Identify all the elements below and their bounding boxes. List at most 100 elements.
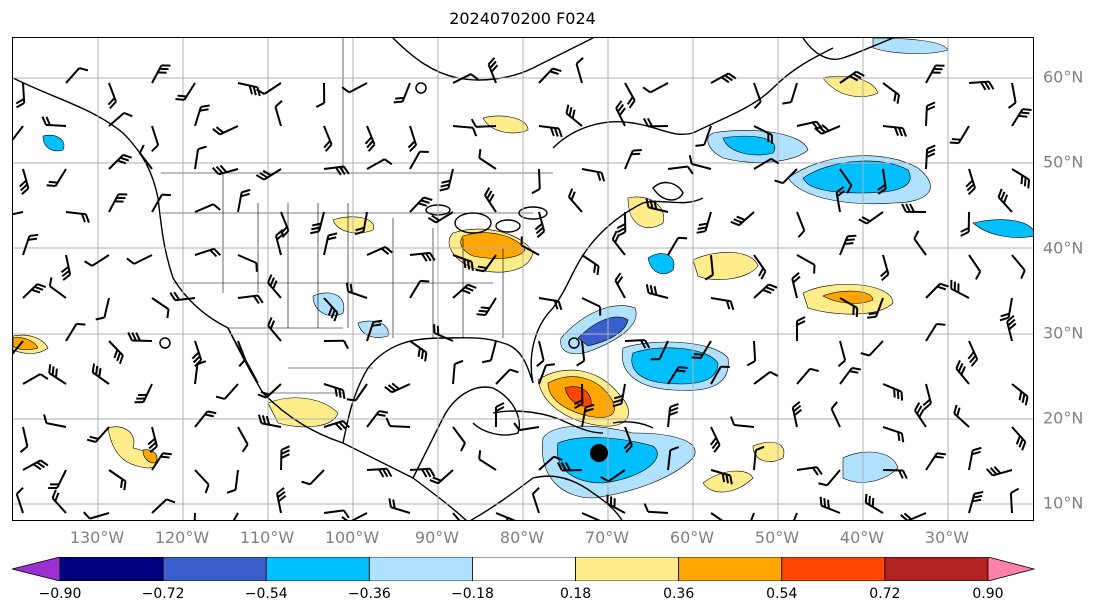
wind-barb [1011, 168, 1031, 189]
wind-barb [346, 383, 368, 402]
wind-barb [581, 168, 606, 182]
wind-barb [194, 247, 222, 258]
wind-barb [882, 82, 901, 104]
wind-barb [882, 426, 905, 443]
wind-barb [925, 144, 936, 170]
wind-barb [301, 469, 325, 486]
wind-barb [556, 461, 583, 472]
wind-barb [147, 426, 158, 453]
wind-barb [134, 383, 153, 404]
wind-barb [642, 117, 669, 128]
wind-barb [151, 193, 171, 213]
wind-barb [967, 340, 979, 367]
wind-barb [531, 486, 540, 514]
wind-barb [1009, 487, 1020, 514]
wind-barb [667, 165, 694, 175]
figure-title: 2024070200 F024 [449, 9, 596, 28]
wind-barb [867, 297, 884, 319]
lat-label-30n: 30°N [1043, 323, 1084, 343]
graticule [13, 38, 1033, 520]
lon-label-30w: 30°W [924, 528, 970, 547]
wind-barb [388, 498, 411, 514]
wind-barb [624, 149, 642, 170]
wind-barb [753, 125, 773, 144]
wind-barb [837, 340, 847, 367]
wind-barb [22, 283, 47, 299]
wind-barb [796, 367, 819, 385]
wind-barb [788, 512, 798, 520]
wind-barb [257, 414, 282, 428]
map-panel [12, 37, 1034, 521]
wind-barb [1007, 82, 1017, 109]
wind-barb [409, 150, 429, 170]
wind-barb [925, 101, 936, 127]
wind-barb [274, 229, 285, 256]
wind-barb [538, 67, 562, 84]
wind-barb [901, 203, 927, 213]
wind-barb [880, 254, 890, 282]
wind-barb [393, 82, 411, 104]
wind-barb [495, 368, 519, 385]
lon-label-110w: 110°W [239, 528, 295, 547]
wind-barb [667, 236, 688, 256]
wind-barb [48, 277, 67, 299]
wind-barb [15, 486, 24, 514]
wind-barb [323, 420, 351, 431]
colorbar-tick-label: −0.72 [141, 586, 185, 602]
wind-barb [366, 467, 393, 478]
wind-barb [704, 254, 714, 281]
wind-barb [22, 373, 49, 385]
wind-barb [65, 322, 86, 342]
lon-label-40w: 40°W [839, 528, 885, 547]
wind-barb [953, 404, 970, 428]
wind-barb [1011, 108, 1032, 127]
wind-barb [791, 272, 801, 299]
lat-label-20n: 20°N [1043, 408, 1084, 428]
wind-barb [323, 383, 346, 400]
wind-barb [667, 446, 680, 471]
wind-barb [774, 168, 798, 185]
wind-barb [538, 125, 563, 138]
wind-barb [753, 82, 762, 109]
wind-barb [710, 469, 733, 485]
wind-barb [478, 148, 497, 170]
wind-barb [409, 467, 436, 478]
wind-barb [452, 283, 477, 299]
wind-barb [536, 340, 545, 367]
wind-barb [323, 165, 350, 176]
wind-barb [997, 188, 1013, 213]
wind-barb [385, 417, 411, 428]
wind-barb [108, 111, 133, 127]
wind-barb [409, 279, 430, 299]
wind-barb [949, 125, 970, 145]
wind-barb [175, 82, 196, 101]
wind-barb [495, 512, 515, 520]
wind-barb [169, 291, 196, 302]
wind-barb [470, 118, 497, 128]
wind-barb [409, 196, 433, 213]
wind-barb [60, 254, 72, 281]
wind-barb [925, 323, 946, 342]
wind-barb [710, 512, 729, 520]
wind-barb [227, 512, 239, 520]
wind-barb [86, 426, 110, 443]
wind-barb [482, 340, 497, 364]
wind-barb [565, 104, 583, 127]
wind-barb [91, 363, 110, 385]
wind-barb [688, 155, 712, 170]
lon-label-100w: 100°W [324, 528, 380, 547]
wind-barb [256, 82, 282, 95]
colorbar-tick-label: 0.18 [559, 586, 592, 602]
colorbar-cell [575, 557, 680, 581]
wind-barb [581, 297, 602, 316]
wind-barb [882, 125, 907, 137]
wind-barb [323, 339, 349, 350]
wind-barb [151, 498, 176, 514]
wind-barb [323, 125, 333, 152]
wind-barb [95, 297, 110, 321]
wind-barb [581, 403, 595, 428]
wind-barb [151, 452, 172, 471]
wind-barb [819, 496, 841, 514]
wind-barb [1011, 254, 1026, 279]
wind-barbs [13, 56, 1032, 520]
